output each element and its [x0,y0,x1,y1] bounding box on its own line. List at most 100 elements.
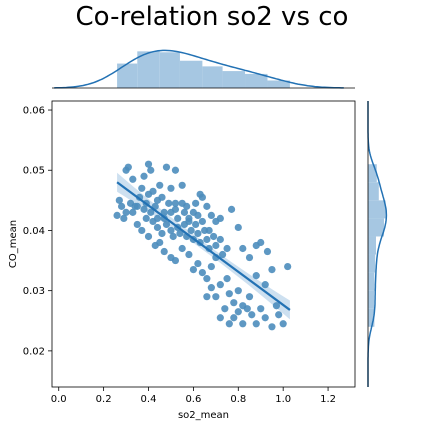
top-hist-bar [159,52,180,88]
main-scatter-axes: 0.0 0.2 0.4 0.6 0.8 1.0 1.2 0.02 0.03 0.04 0.05 0.0… [23,100,356,405]
scatter-point [120,214,128,223]
scatter-point [185,250,193,259]
scatter-point [279,320,287,328]
scatter-point [147,208,155,216]
scatter-point [227,205,236,213]
top-hist-bar [222,71,246,88]
scatter-point [216,235,224,244]
scatter-point [225,320,233,328]
top-hist-bar [267,80,290,88]
x-tick-label: 0.0 [51,394,67,405]
scatter-point [144,160,153,168]
x-axis-label: so2_mean [178,410,229,421]
regression-line [116,181,291,311]
scatter-point [198,193,206,201]
scatter-point [230,314,238,322]
scatter-point [216,314,224,322]
scatter-point [207,211,215,219]
scatter-point [194,211,202,219]
y-tick-label: 0.04 [23,226,45,237]
scatter-point [284,262,292,271]
scatter-point [234,223,242,232]
scatter-point [230,299,238,307]
top-hist-bar [245,73,268,88]
scatter-point [162,220,171,229]
scatter-point [239,320,247,328]
top-marginal-histogram [52,49,355,89]
scatter-point [169,232,177,241]
chart-title: Co-relation so2 vs co [75,2,349,32]
scatter-point [142,214,150,223]
scatter-point [158,193,166,201]
scatter-point [133,220,141,229]
scatter-point [203,293,211,301]
scatter-point [167,184,175,192]
scatter-point [192,220,200,229]
scatter-point [245,293,254,301]
scatter-point [165,199,173,207]
right-marginal-histogram [367,101,388,387]
right-hist-bar [368,164,377,183]
scatter-point [167,226,175,235]
scatter-point [203,202,211,210]
x-tick-label: 1.0 [275,394,291,405]
scatter-point [203,235,211,244]
right-kde-curve [367,101,388,387]
scatter-point [223,244,231,253]
scatter-point [138,226,146,235]
scatter-point [178,181,186,189]
scatter-point [144,232,153,241]
scatter-point [171,199,180,207]
scatter-point [261,314,269,322]
scatter-point [185,217,193,226]
scatter-point [198,269,206,277]
y-tick-label: 0.05 [23,166,45,177]
scatter-point [174,214,182,223]
scatter-point [192,199,200,207]
top-hist-bar [117,63,138,88]
scatter-point [275,311,283,319]
scatter-point [117,202,126,210]
x-tick-label: 0.2 [96,394,112,405]
scatter-point [160,208,168,216]
scatter-point [248,311,256,319]
scatter-point [243,305,251,313]
scatter-point [221,305,229,313]
y-tick-label: 0.06 [23,106,45,117]
x-tick-label: 0.6 [185,394,201,405]
top-hist-bar [202,66,223,88]
scatter-point [252,320,260,328]
scatter-point [140,172,148,180]
scatter-point [187,226,195,235]
scatter-point [171,256,180,265]
scatter-point [176,229,184,238]
top-kde-curve [54,49,344,89]
scatter-point [160,247,168,256]
scatter-point [122,208,130,216]
scatter-point [257,238,265,247]
top-hist-bar [137,51,160,88]
scatter-point [129,175,137,183]
scatter-point [133,202,141,210]
scatter-point [263,247,272,256]
right-hist-bar [368,308,375,327]
scatter-point [149,187,157,195]
scatter-point [212,241,220,250]
scatter-point [171,205,180,213]
scatter-point [115,196,123,204]
scatter-point [183,202,191,210]
scatter-point [234,308,242,316]
scatter-point [153,223,162,232]
scatter-point [113,211,121,219]
scatter-point [207,284,215,292]
right-hist-bar [368,272,375,291]
scatter-point [210,232,218,241]
scatter-point [138,184,146,192]
scatter-point [268,323,276,331]
scatter-point [158,229,166,238]
scatter-point [257,305,265,313]
scatter-point [261,281,269,289]
scatter-point [225,290,233,298]
scatter-point [140,205,148,213]
